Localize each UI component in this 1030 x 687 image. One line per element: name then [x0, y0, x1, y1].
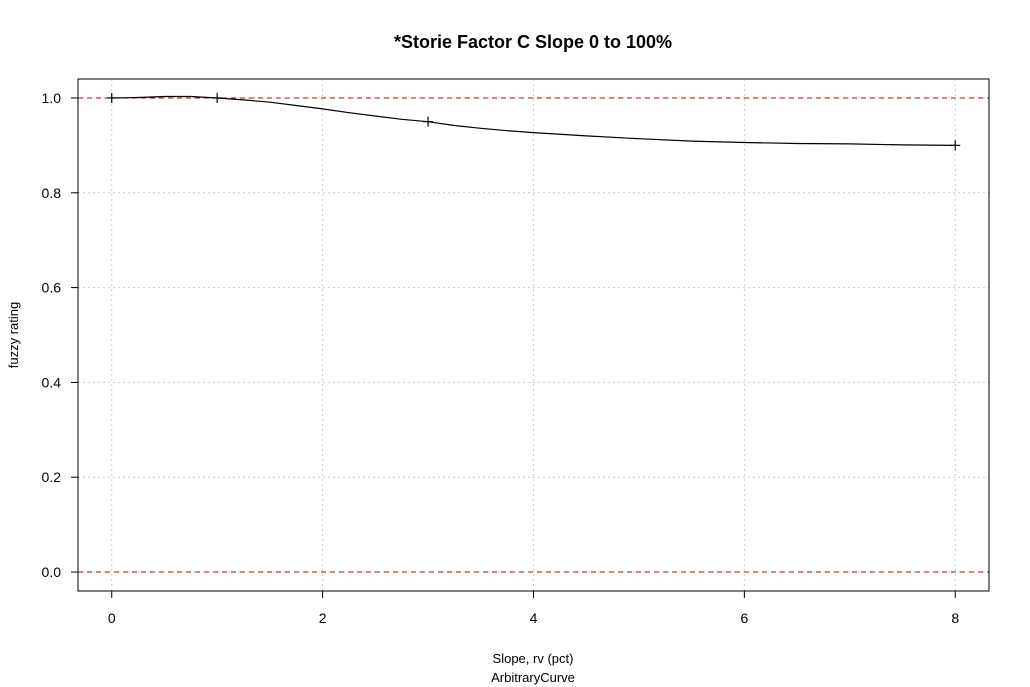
- point-marker: [423, 116, 434, 127]
- y-axis-label: fuzzy rating: [6, 302, 21, 368]
- x-tick-label: 8: [951, 610, 959, 626]
- x-axis: 0 2 4 6 8: [108, 591, 959, 626]
- grid-lines: [78, 79, 989, 591]
- x-tick-label: 2: [319, 610, 327, 626]
- reference-lines: [78, 97, 989, 573]
- chart-title: *Storie Factor C Slope 0 to 100%: [394, 32, 672, 52]
- point-marker: [106, 92, 117, 103]
- x-tick-label: 6: [740, 610, 748, 626]
- x-axis-label: Slope, rv (pct): [493, 651, 574, 666]
- y-axis: 0.0 0.2 0.4 0.6 0.8 1.0: [42, 90, 78, 580]
- y-tick-label: 1.0: [42, 90, 62, 106]
- y-tick-label: 0.2: [42, 469, 62, 485]
- x-axis-sublabel: ArbitraryCurve: [491, 670, 575, 685]
- point-marker: [950, 140, 961, 151]
- y-tick-label: 0.0: [42, 564, 62, 580]
- y-tick-label: 0.4: [42, 374, 62, 390]
- y-tick-label: 0.6: [42, 280, 62, 296]
- x-tick-label: 4: [530, 610, 538, 626]
- point-markers: [106, 92, 961, 151]
- point-marker: [212, 92, 223, 103]
- y-tick-label: 0.8: [42, 185, 62, 201]
- x-tick-label: 0: [108, 610, 116, 626]
